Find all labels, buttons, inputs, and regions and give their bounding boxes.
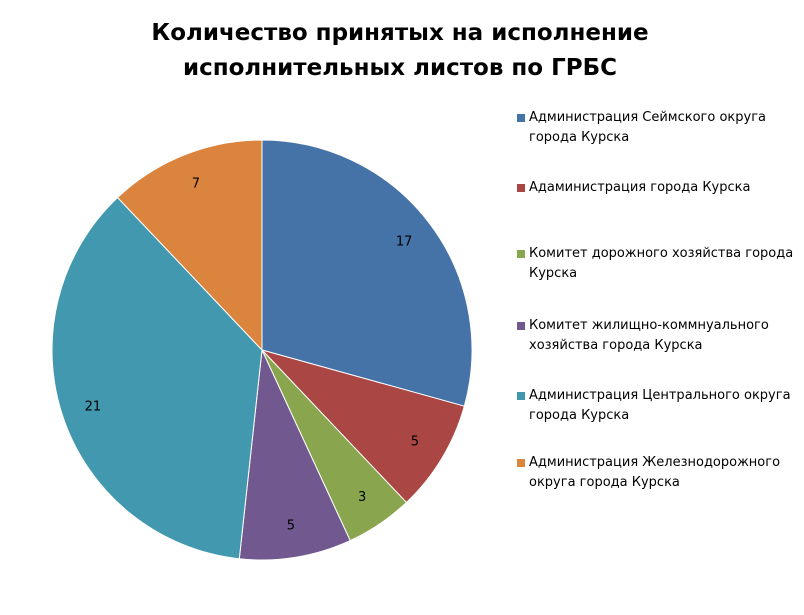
data-label: 17: [396, 234, 413, 249]
pie-slice: [260, 349, 465, 504]
legend-label: Администрация Центрального округа города…: [529, 388, 791, 423]
legend-item: Администрация Центрального округа города…: [515, 386, 799, 426]
legend-label: Адаминистрация города Курска: [529, 180, 751, 195]
pie-slice: [116, 139, 263, 352]
legend-swatch: [517, 322, 525, 330]
legend-item: Администрация Сеймского округа города Ку…: [515, 108, 799, 148]
data-label: 5: [411, 435, 419, 450]
data-label: 5: [287, 519, 295, 534]
legend-item: Комитет жилищно-коммнуального хозяйства …: [515, 316, 799, 356]
chart-title: Количество принятых на исполнение исполн…: [151, 20, 649, 81]
pie-slice: [261, 139, 473, 407]
data-label: 21: [85, 399, 102, 414]
pie-slice: [51, 196, 263, 560]
legend-item: Адаминистрация города Курска: [515, 178, 799, 198]
data-label: 7: [192, 177, 200, 192]
legend-label: Администрация Железнодорожного округа го…: [529, 455, 781, 490]
legend-swatch: [517, 184, 525, 192]
legend-swatch: [517, 250, 525, 258]
data-label: 3: [358, 490, 366, 505]
legend-swatch: [517, 459, 525, 467]
pie-slice: [238, 348, 351, 561]
legend-label: Администрация Сеймского округа города Ку…: [529, 110, 767, 145]
legend-swatch: [517, 392, 525, 400]
legend-label: Комитет дорожного хозяйства города Курск…: [529, 246, 794, 281]
legend-label: Комитет жилищно-коммнуального хозяйства …: [529, 318, 769, 353]
legend-item: Комитет дорожного хозяйства города Курск…: [515, 244, 799, 284]
legend-swatch: [517, 114, 525, 122]
legend-item: Администрация Железнодорожного округа го…: [515, 453, 799, 493]
